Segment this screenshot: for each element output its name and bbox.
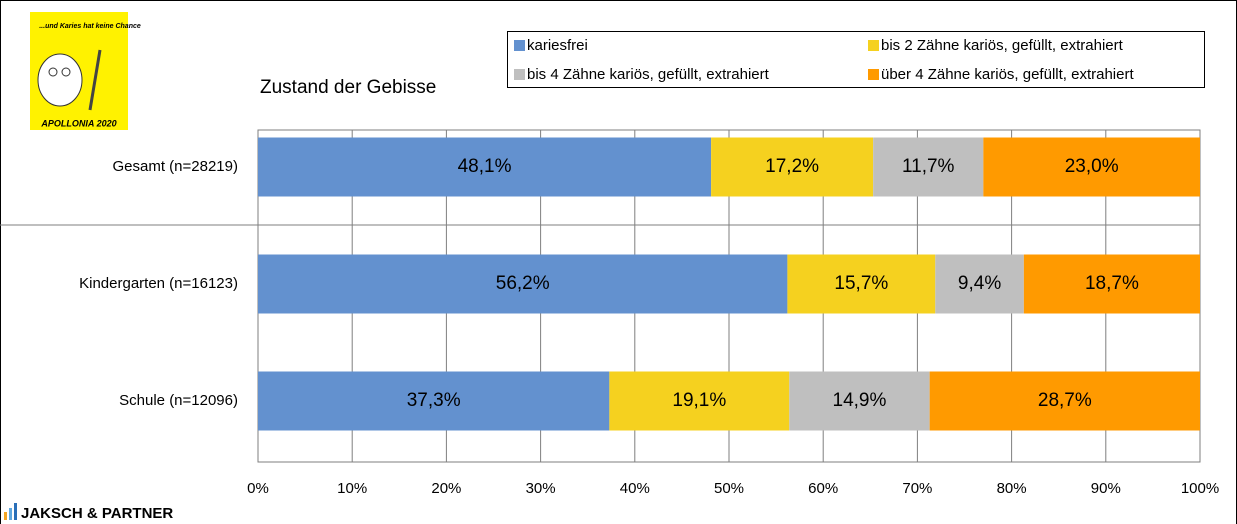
y-tick-label: Gesamt (n=28219) xyxy=(113,158,239,175)
footer-logo: JAKSCH & PARTNER xyxy=(4,503,173,522)
data-label: 11,7% xyxy=(902,156,955,177)
data-label: 18,7% xyxy=(1085,273,1139,294)
legend-label: bis 2 Zähne kariös, gefüllt, extrahiert xyxy=(881,37,1124,54)
bar-segment xyxy=(609,371,790,431)
x-tick-label: 0% xyxy=(247,480,269,497)
x-tick-label: 30% xyxy=(526,480,556,497)
legend-label: kariesfrei xyxy=(527,37,588,54)
legend-swatch xyxy=(514,40,525,51)
data-label: 14,9% xyxy=(833,390,887,411)
data-label: 48,1% xyxy=(458,156,512,177)
data-label: 28,7% xyxy=(1038,390,1092,411)
data-label: 9,4% xyxy=(958,273,1001,294)
bar-segment xyxy=(258,137,712,197)
x-tick-label: 20% xyxy=(431,480,461,497)
x-tick-label: 60% xyxy=(808,480,838,497)
x-tick-label: 90% xyxy=(1091,480,1121,497)
bar-segment xyxy=(789,371,930,431)
footer-icon xyxy=(9,508,12,520)
bar-segment xyxy=(711,137,874,197)
footer-text: JAKSCH & PARTNER xyxy=(21,505,173,522)
y-tick-label: Kindergarten (n=16123) xyxy=(79,275,238,292)
logo-name: APOLLONIA 2020 xyxy=(40,118,116,128)
legend-label: bis 4 Zähne kariös, gefüllt, extrahiert xyxy=(527,66,770,83)
logo-eye xyxy=(61,67,71,77)
legend-swatch xyxy=(868,40,879,51)
x-tick-label: 100% xyxy=(1181,480,1219,497)
y-tick-label: Schule (n=12096) xyxy=(119,392,238,409)
logo: ...und Karies hat keine Chance APOLLONIA… xyxy=(30,12,141,130)
logo-eye xyxy=(48,67,58,77)
data-label: 17,2% xyxy=(765,156,819,177)
data-label: 15,7% xyxy=(834,273,888,294)
logo-tooth xyxy=(37,53,83,107)
bar-segment xyxy=(258,371,610,431)
bar-segment xyxy=(1023,254,1200,314)
bar-segment xyxy=(258,254,788,314)
footer-icon xyxy=(4,512,7,520)
bar-segment xyxy=(983,137,1200,197)
legend-label: über 4 Zähne kariös, gefüllt, extrahiert xyxy=(881,66,1134,83)
legend-swatch xyxy=(514,69,525,80)
legend-box xyxy=(507,31,1205,88)
footer-icon xyxy=(14,503,17,520)
bar-segment xyxy=(873,137,984,197)
data-label: 19,1% xyxy=(672,390,726,411)
x-tick-label: 10% xyxy=(337,480,367,497)
data-label: 37,3% xyxy=(407,390,461,411)
chart-title: Zustand der Gebisse xyxy=(260,77,436,98)
bar-segment xyxy=(929,371,1200,431)
logo-slogan: ...und Karies hat keine Chance xyxy=(39,23,141,30)
bar-segment xyxy=(787,254,936,314)
x-tick-label: 70% xyxy=(902,480,932,497)
data-label: 56,2% xyxy=(496,273,550,294)
legend-swatch xyxy=(868,69,879,80)
data-label: 23,0% xyxy=(1065,156,1119,177)
x-tick-label: 50% xyxy=(714,480,744,497)
x-tick-label: 40% xyxy=(620,480,650,497)
x-tick-label: 80% xyxy=(997,480,1027,497)
logo-brush xyxy=(88,49,102,111)
bar-segment xyxy=(935,254,1024,314)
